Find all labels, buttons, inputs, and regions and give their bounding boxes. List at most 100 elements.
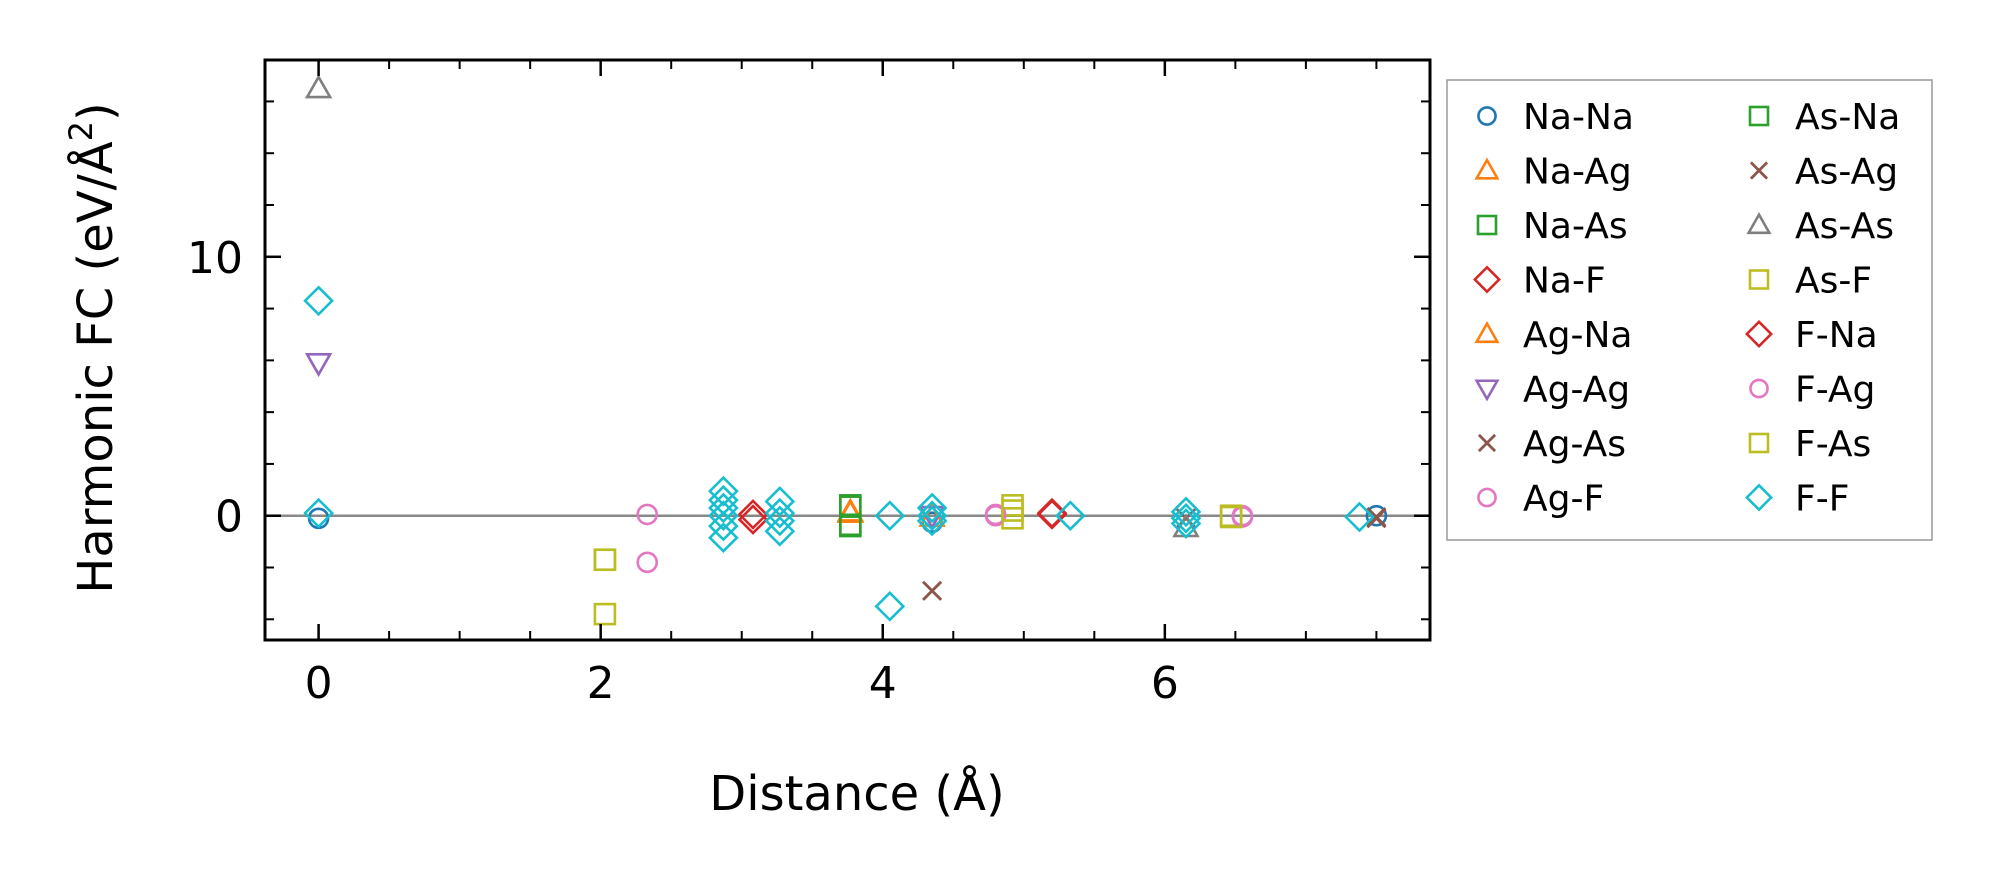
legend-frame xyxy=(1446,79,1933,541)
data-point xyxy=(708,484,739,516)
data-point xyxy=(1036,499,1068,530)
data-point xyxy=(1219,505,1243,529)
legend-marker xyxy=(1473,265,1501,294)
series-f-na xyxy=(737,497,1068,530)
legend-label: As-F xyxy=(1795,261,1872,302)
legend-label: F-Ag xyxy=(1795,370,1875,411)
x-axis-label: Distance (Å) xyxy=(709,765,1004,822)
legend-label: Na-As xyxy=(1523,206,1628,247)
legend-marker xyxy=(1749,161,1769,180)
legend-entry: F-F xyxy=(1745,479,1849,520)
legend-label: Ag-Na xyxy=(1523,315,1632,356)
series-f-f xyxy=(303,285,1375,622)
legend-label: Na-F xyxy=(1523,261,1606,302)
x-tick-label: 6 xyxy=(1151,658,1179,709)
legend-marker xyxy=(1477,106,1497,126)
legend-label: Na-Ag xyxy=(1523,152,1632,193)
data-point xyxy=(984,503,1007,526)
legend-entry: F-Ag xyxy=(1749,370,1875,411)
legend-entry: F-Na xyxy=(1745,315,1878,356)
data-point xyxy=(1036,497,1068,529)
series-ag-as xyxy=(922,507,1387,601)
legend-entry: Na-Ag xyxy=(1474,152,1632,193)
y-tick-label: 10 xyxy=(187,233,243,284)
legend-label: F-As xyxy=(1795,424,1871,465)
data-point xyxy=(764,486,796,517)
legend-entry: Na-Na xyxy=(1477,97,1634,138)
plot-area xyxy=(263,58,1432,642)
data-point xyxy=(593,602,617,626)
series-as-as xyxy=(304,74,1200,538)
legend-entry: As-Na xyxy=(1748,97,1900,138)
legend-label: Ag-Ag xyxy=(1523,370,1630,411)
legend-marker xyxy=(1477,487,1497,508)
y-axis-label: Harmonic FC (eV/Å2) xyxy=(62,102,124,594)
data-point xyxy=(303,497,334,529)
legend-label: Ag-As xyxy=(1523,424,1626,465)
legend-marker xyxy=(1745,320,1773,348)
legend-marker xyxy=(1474,321,1500,344)
data-point xyxy=(304,353,333,378)
legend-label: Na-Na xyxy=(1523,97,1634,138)
legend-label: As-Na xyxy=(1795,97,1900,138)
data-point xyxy=(593,548,617,572)
data-point xyxy=(636,551,659,574)
data-point xyxy=(839,495,862,518)
plot-frame xyxy=(263,58,1432,642)
data-point xyxy=(737,504,769,535)
legend-marker xyxy=(1477,433,1497,453)
data-point xyxy=(1055,500,1086,532)
x-tick-label: 0 xyxy=(305,658,333,709)
legend-label: F-Na xyxy=(1795,315,1878,356)
legend-label: Ag-F xyxy=(1523,479,1604,520)
legend-marker xyxy=(1748,432,1770,454)
legend-marker xyxy=(1746,212,1772,235)
data-point xyxy=(839,513,862,537)
legend-marker xyxy=(1476,214,1498,236)
data-point xyxy=(764,505,796,537)
x-tick-label: 2 xyxy=(587,658,615,709)
data-point xyxy=(1001,499,1024,522)
legend-marker xyxy=(1474,379,1500,402)
series-f-as xyxy=(593,499,1243,572)
legend-label: As-As xyxy=(1795,206,1894,247)
legend: Na-Na Na-Ag Na-As Na-F Ag-Na Ag-Ag Ag-As Ag-F As… xyxy=(1446,79,1933,541)
series-as-ag xyxy=(922,508,1387,601)
data-point xyxy=(874,591,906,622)
legend-entry: As-Ag xyxy=(1749,152,1898,193)
data-point xyxy=(1366,508,1387,529)
legend-entry: As-F xyxy=(1748,261,1872,302)
legend-marker xyxy=(1474,157,1500,180)
legend-marker xyxy=(1748,105,1770,127)
data-point xyxy=(636,503,659,526)
y-tick-label: 0 xyxy=(215,492,243,543)
data-point xyxy=(764,497,796,529)
data-point xyxy=(874,500,906,532)
legend-entry: Ag-F xyxy=(1477,479,1604,520)
legend-label: As-Ag xyxy=(1795,152,1898,193)
legend-marker xyxy=(1748,269,1770,290)
x-axis: 0 2 4 6 xyxy=(305,60,1378,709)
data-point xyxy=(708,510,739,542)
legend-entry: As-As xyxy=(1746,206,1894,247)
data-point xyxy=(1170,502,1202,534)
data-point xyxy=(916,505,948,537)
data-point xyxy=(708,492,739,524)
legend-entry: Na-As xyxy=(1476,206,1628,247)
data-point xyxy=(708,522,739,554)
data-point xyxy=(916,492,948,524)
data-point xyxy=(1170,508,1202,539)
legend-entry: F-As xyxy=(1748,424,1871,465)
data-point xyxy=(708,475,739,507)
data-point xyxy=(1170,496,1202,528)
y-axis: 0 10 xyxy=(187,100,1430,621)
data-point xyxy=(916,500,948,532)
data-point xyxy=(839,514,862,538)
data-point xyxy=(836,499,865,524)
legend-entry: Ag-As xyxy=(1477,424,1626,465)
legend-label: F-F xyxy=(1795,479,1849,520)
data-point xyxy=(304,74,333,99)
data-point xyxy=(303,285,334,317)
legend-entry: Na-F xyxy=(1473,261,1606,302)
